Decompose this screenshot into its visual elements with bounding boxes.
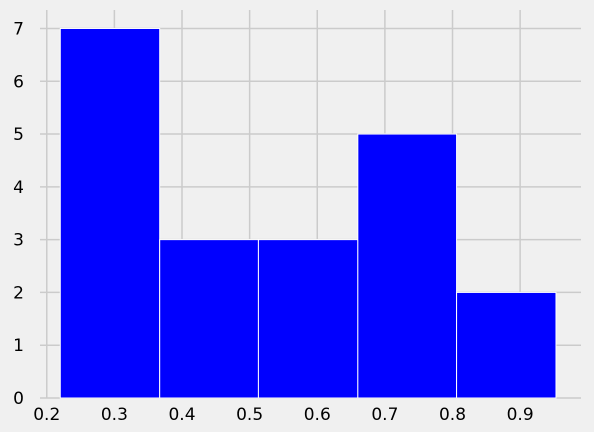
y-tick-label: 3 bbox=[13, 231, 24, 251]
y-tick-labels: 0 1 2 3 4 5 6 7 bbox=[13, 19, 24, 409]
histogram-bar bbox=[456, 291, 557, 399]
y-tick-label: 7 bbox=[13, 19, 24, 39]
x-tick-label: 0.6 bbox=[304, 405, 331, 425]
x-tick-label: 0.5 bbox=[236, 405, 263, 425]
x-tick-label: 0.4 bbox=[168, 405, 195, 425]
y-tick-label: 1 bbox=[13, 336, 24, 356]
x-tick-label: 0.9 bbox=[507, 405, 534, 425]
histogram-bar bbox=[257, 239, 359, 399]
histogram-bar bbox=[357, 133, 458, 399]
x-tick-label: 0.3 bbox=[101, 405, 128, 425]
x-tick-label: 0.8 bbox=[439, 405, 466, 425]
histogram-bar bbox=[159, 239, 259, 399]
x-tick-label: 0.7 bbox=[371, 405, 398, 425]
y-tick-label: 5 bbox=[13, 125, 24, 145]
y-tick-label: 6 bbox=[13, 72, 24, 92]
y-tick-label: 2 bbox=[13, 283, 24, 303]
y-tick-label: 4 bbox=[13, 178, 24, 198]
histogram-bar bbox=[59, 27, 161, 399]
bars bbox=[59, 27, 557, 399]
x-tick-labels: 0.2 0.3 0.4 0.5 0.6 0.7 0.8 0.9 bbox=[33, 405, 533, 425]
x-tick-label: 0.2 bbox=[33, 405, 60, 425]
y-tick-label: 0 bbox=[13, 389, 24, 409]
